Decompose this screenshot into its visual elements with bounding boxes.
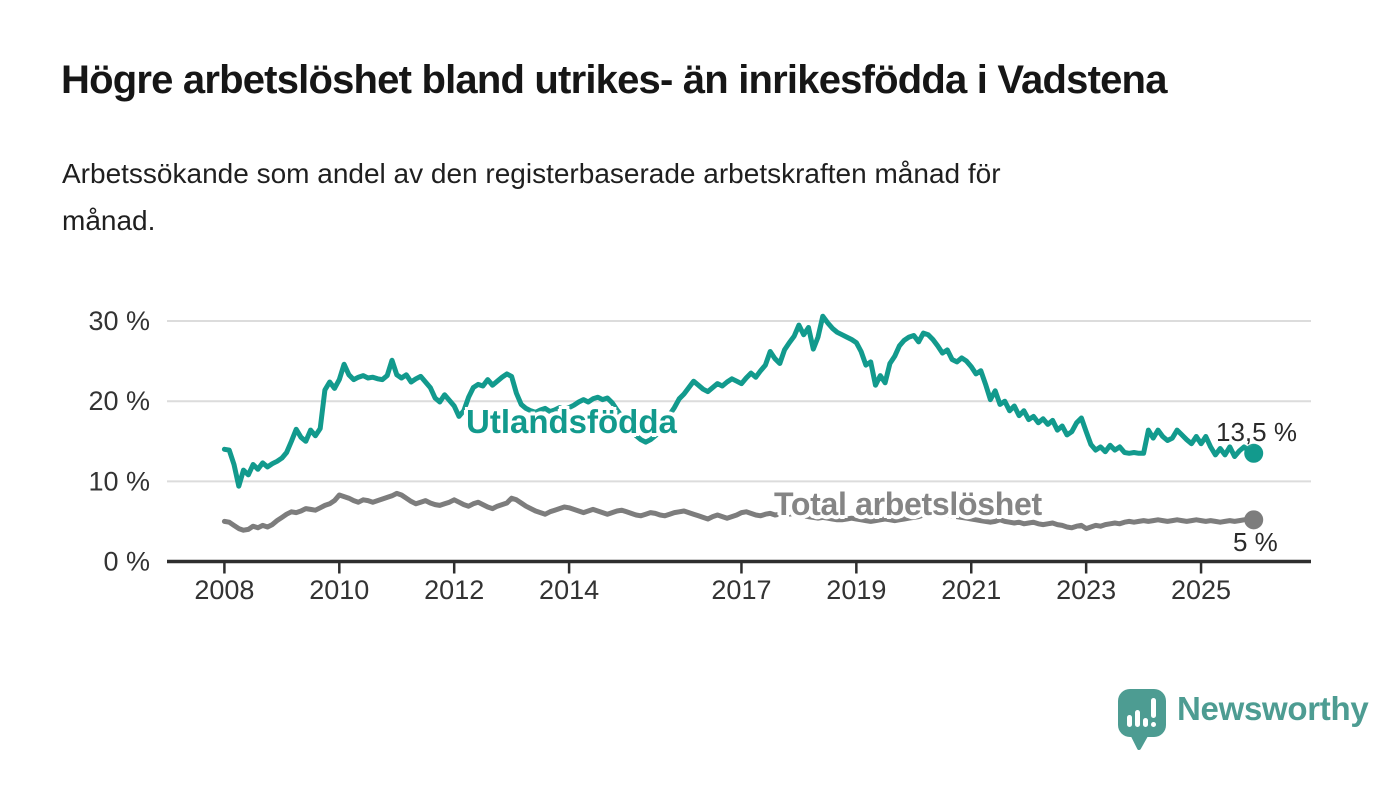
newsworthy-logo: Newsworthy: [1117, 688, 1369, 752]
x-axis-tick-label: 2023: [1056, 575, 1116, 605]
chart-title: Högre arbetslöshet bland utrikes- än inr…: [61, 58, 1167, 102]
newsworthy-bubble-barchart-icon: [1118, 689, 1166, 750]
series-end-dot-total: [1244, 510, 1264, 530]
chart-subtitle-line-2: månad.: [62, 205, 156, 236]
x-axis-tick-label: 2019: [826, 575, 886, 605]
series-end-dot-utlandsfodda: [1244, 443, 1264, 463]
end-value-label-utlandsfodda: 13,5 %: [1216, 417, 1297, 447]
series-line-utlandsfodda: [221, 313, 1257, 489]
series-label-utlandsfodda: Utlandsfödda: [466, 403, 677, 440]
chart-subtitle-line-1: Arbetssökande som andel av den registerb…: [62, 158, 1001, 189]
x-axis-tick-label: 2021: [941, 575, 1001, 605]
x-axis-tick-label: 2014: [539, 575, 599, 605]
series-label-total-arbetsloshet: Total arbetslöshet: [774, 486, 1042, 522]
x-axis-tick-label: 2010: [309, 575, 369, 605]
x-axis-tick-label: 2017: [711, 575, 771, 605]
y-axis-tick-label: 10 %: [88, 466, 150, 496]
y-axis-tick-label: 0 %: [103, 547, 150, 577]
end-value-label-total: 5 %: [1233, 527, 1278, 557]
x-axis-tick-label: 2012: [424, 575, 484, 605]
series-line-total: [221, 490, 1257, 533]
y-axis-tick-label: 30 %: [88, 306, 150, 336]
y-axis-tick-label: 20 %: [88, 386, 150, 416]
x-axis-tick-label: 2008: [194, 575, 254, 605]
x-axis-tick-label: 2025: [1171, 575, 1231, 605]
chart-subtitle: Arbetssökande som andel av den registerb…: [62, 150, 1312, 244]
newsworthy-wordmark: Newsworthy: [1177, 690, 1369, 727]
